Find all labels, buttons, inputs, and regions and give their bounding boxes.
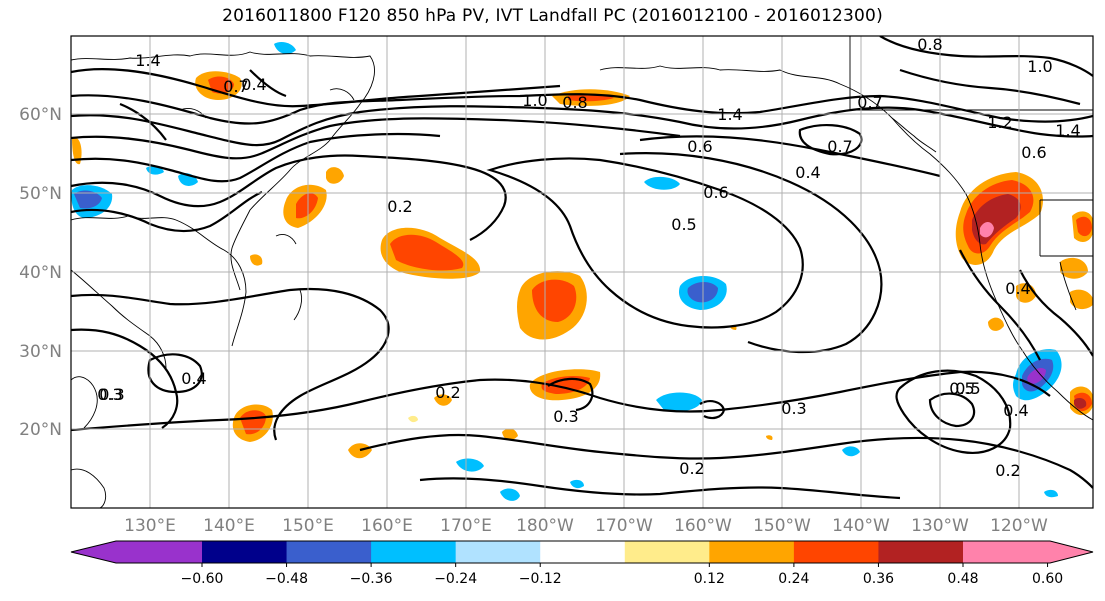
pv-contours bbox=[71, 36, 1093, 500]
longitude-label: 170°W bbox=[595, 516, 653, 536]
contour-label: 0.2 bbox=[435, 383, 460, 402]
contour-label: 0.8 bbox=[917, 35, 942, 54]
longitude-labels: 130°E 140°E 150°E 160°E 170°E 180°W 170°W 160°W… bbox=[124, 516, 1048, 536]
contour-label: 1.4 bbox=[1055, 121, 1080, 140]
latitude-label: 40°N bbox=[19, 263, 62, 283]
graticule bbox=[71, 36, 1093, 508]
contour-label: 0.3 bbox=[553, 407, 578, 426]
contour-label: 0.8 bbox=[562, 93, 587, 112]
colorbar-segment bbox=[709, 541, 795, 563]
longitude-label: 160°W bbox=[674, 516, 732, 536]
longitude-label: 170°E bbox=[440, 516, 492, 536]
colorbar-outline bbox=[70, 540, 1094, 564]
contour-label: 0.7 bbox=[827, 137, 852, 156]
contour-label: 0.6 bbox=[703, 183, 728, 202]
contour-label: 0.7 bbox=[857, 93, 882, 112]
longitude-label: 150°E bbox=[282, 516, 334, 536]
colorbar-segment bbox=[793, 541, 879, 563]
colorbar-segment bbox=[878, 541, 964, 563]
contour-label: 0.4 bbox=[795, 163, 820, 182]
colorbar-tick-label: 0.24 bbox=[778, 571, 809, 587]
colorbar-segment bbox=[624, 541, 710, 563]
latitude-labels: 60°N 50°N 40°N 30°N 20°N bbox=[19, 105, 62, 440]
colorbar-tick-label: −0.12 bbox=[519, 571, 562, 587]
contour-label: 0.6 bbox=[687, 137, 712, 156]
colorbar-segment bbox=[540, 541, 626, 563]
contour-label: 0.2 bbox=[387, 197, 412, 216]
contour-label: 0.2 bbox=[995, 461, 1020, 480]
contour-label: 0.4 bbox=[1003, 401, 1028, 420]
contour-label: 1.0 bbox=[522, 91, 547, 110]
map-title: 2016011800 F120 850 hPa PV, IVT Landfall… bbox=[222, 6, 883, 26]
longitude-label: 130°E bbox=[124, 516, 176, 536]
contour-label: 0.3 bbox=[99, 385, 124, 404]
colorbar-tick-label: −0.24 bbox=[434, 571, 477, 587]
latitude-label: 60°N bbox=[19, 105, 62, 125]
longitude-label: 180°W bbox=[516, 516, 574, 536]
latitude-label: 30°N bbox=[19, 342, 62, 362]
colorbar-tick-label: −0.60 bbox=[181, 571, 224, 587]
colorbar-segment bbox=[286, 541, 372, 563]
contour-label: 1.2 bbox=[987, 113, 1012, 132]
latitude-label: 20°N bbox=[19, 420, 62, 440]
contour-label: 0.7 bbox=[223, 77, 248, 96]
contour-labels: 1.41.00.80.70.60.50.40.20.30.70.60.40.50… bbox=[97, 35, 1080, 480]
contour-label: 0.4 bbox=[241, 75, 266, 94]
contour-label: 0.5 bbox=[949, 379, 974, 398]
colorbar-tick-label: 0.36 bbox=[863, 571, 894, 587]
contour-label: 0.5 bbox=[955, 379, 980, 398]
colorbar-segment bbox=[202, 541, 288, 563]
colorbar: −0.60 −0.48 −0.36 −0.24 −0.12 0.12 0.24 0.36 0.4… bbox=[70, 540, 1094, 587]
longitude-label: 130°W bbox=[911, 516, 969, 536]
colorbar-segment bbox=[455, 541, 541, 563]
longitude-label: 150°W bbox=[753, 516, 811, 536]
contour-label: 1.4 bbox=[717, 105, 742, 124]
contour-label: 0.3 bbox=[97, 385, 122, 404]
colorbar-segment bbox=[371, 541, 457, 563]
colorbar-extend-min bbox=[71, 541, 202, 563]
contour-label: 0.2 bbox=[679, 459, 704, 478]
latitude-label: 50°N bbox=[19, 184, 62, 204]
contour-label: 0.5 bbox=[671, 215, 696, 234]
contour-label: 0.3 bbox=[781, 399, 806, 418]
map-frame bbox=[70, 35, 1094, 509]
contour-label: 1.0 bbox=[1027, 57, 1052, 76]
shading-layer bbox=[71, 42, 1093, 501]
contour-label: 1.4 bbox=[135, 51, 160, 70]
colorbar-tick-label: −0.36 bbox=[350, 571, 393, 587]
colorbar-tick-label: −0.48 bbox=[265, 571, 308, 587]
longitude-label: 160°E bbox=[361, 516, 413, 536]
contour-label: 0.4 bbox=[181, 369, 206, 388]
longitude-label: 120°W bbox=[990, 516, 1048, 536]
longitude-label: 140°W bbox=[832, 516, 890, 536]
colorbar-tick-label: 0.48 bbox=[947, 571, 978, 587]
map-content: 1.41.00.80.70.60.50.40.20.30.70.60.40.50… bbox=[71, 35, 1093, 508]
contour-label: 0.6 bbox=[1021, 143, 1046, 162]
colorbar-tick-label: 0.60 bbox=[1032, 571, 1063, 587]
longitude-label: 140°E bbox=[203, 516, 255, 536]
contour-label: 0.4 bbox=[1005, 279, 1030, 298]
colorbar-tick-label: 0.12 bbox=[694, 571, 725, 587]
colorbar-extend-max bbox=[963, 541, 1093, 563]
